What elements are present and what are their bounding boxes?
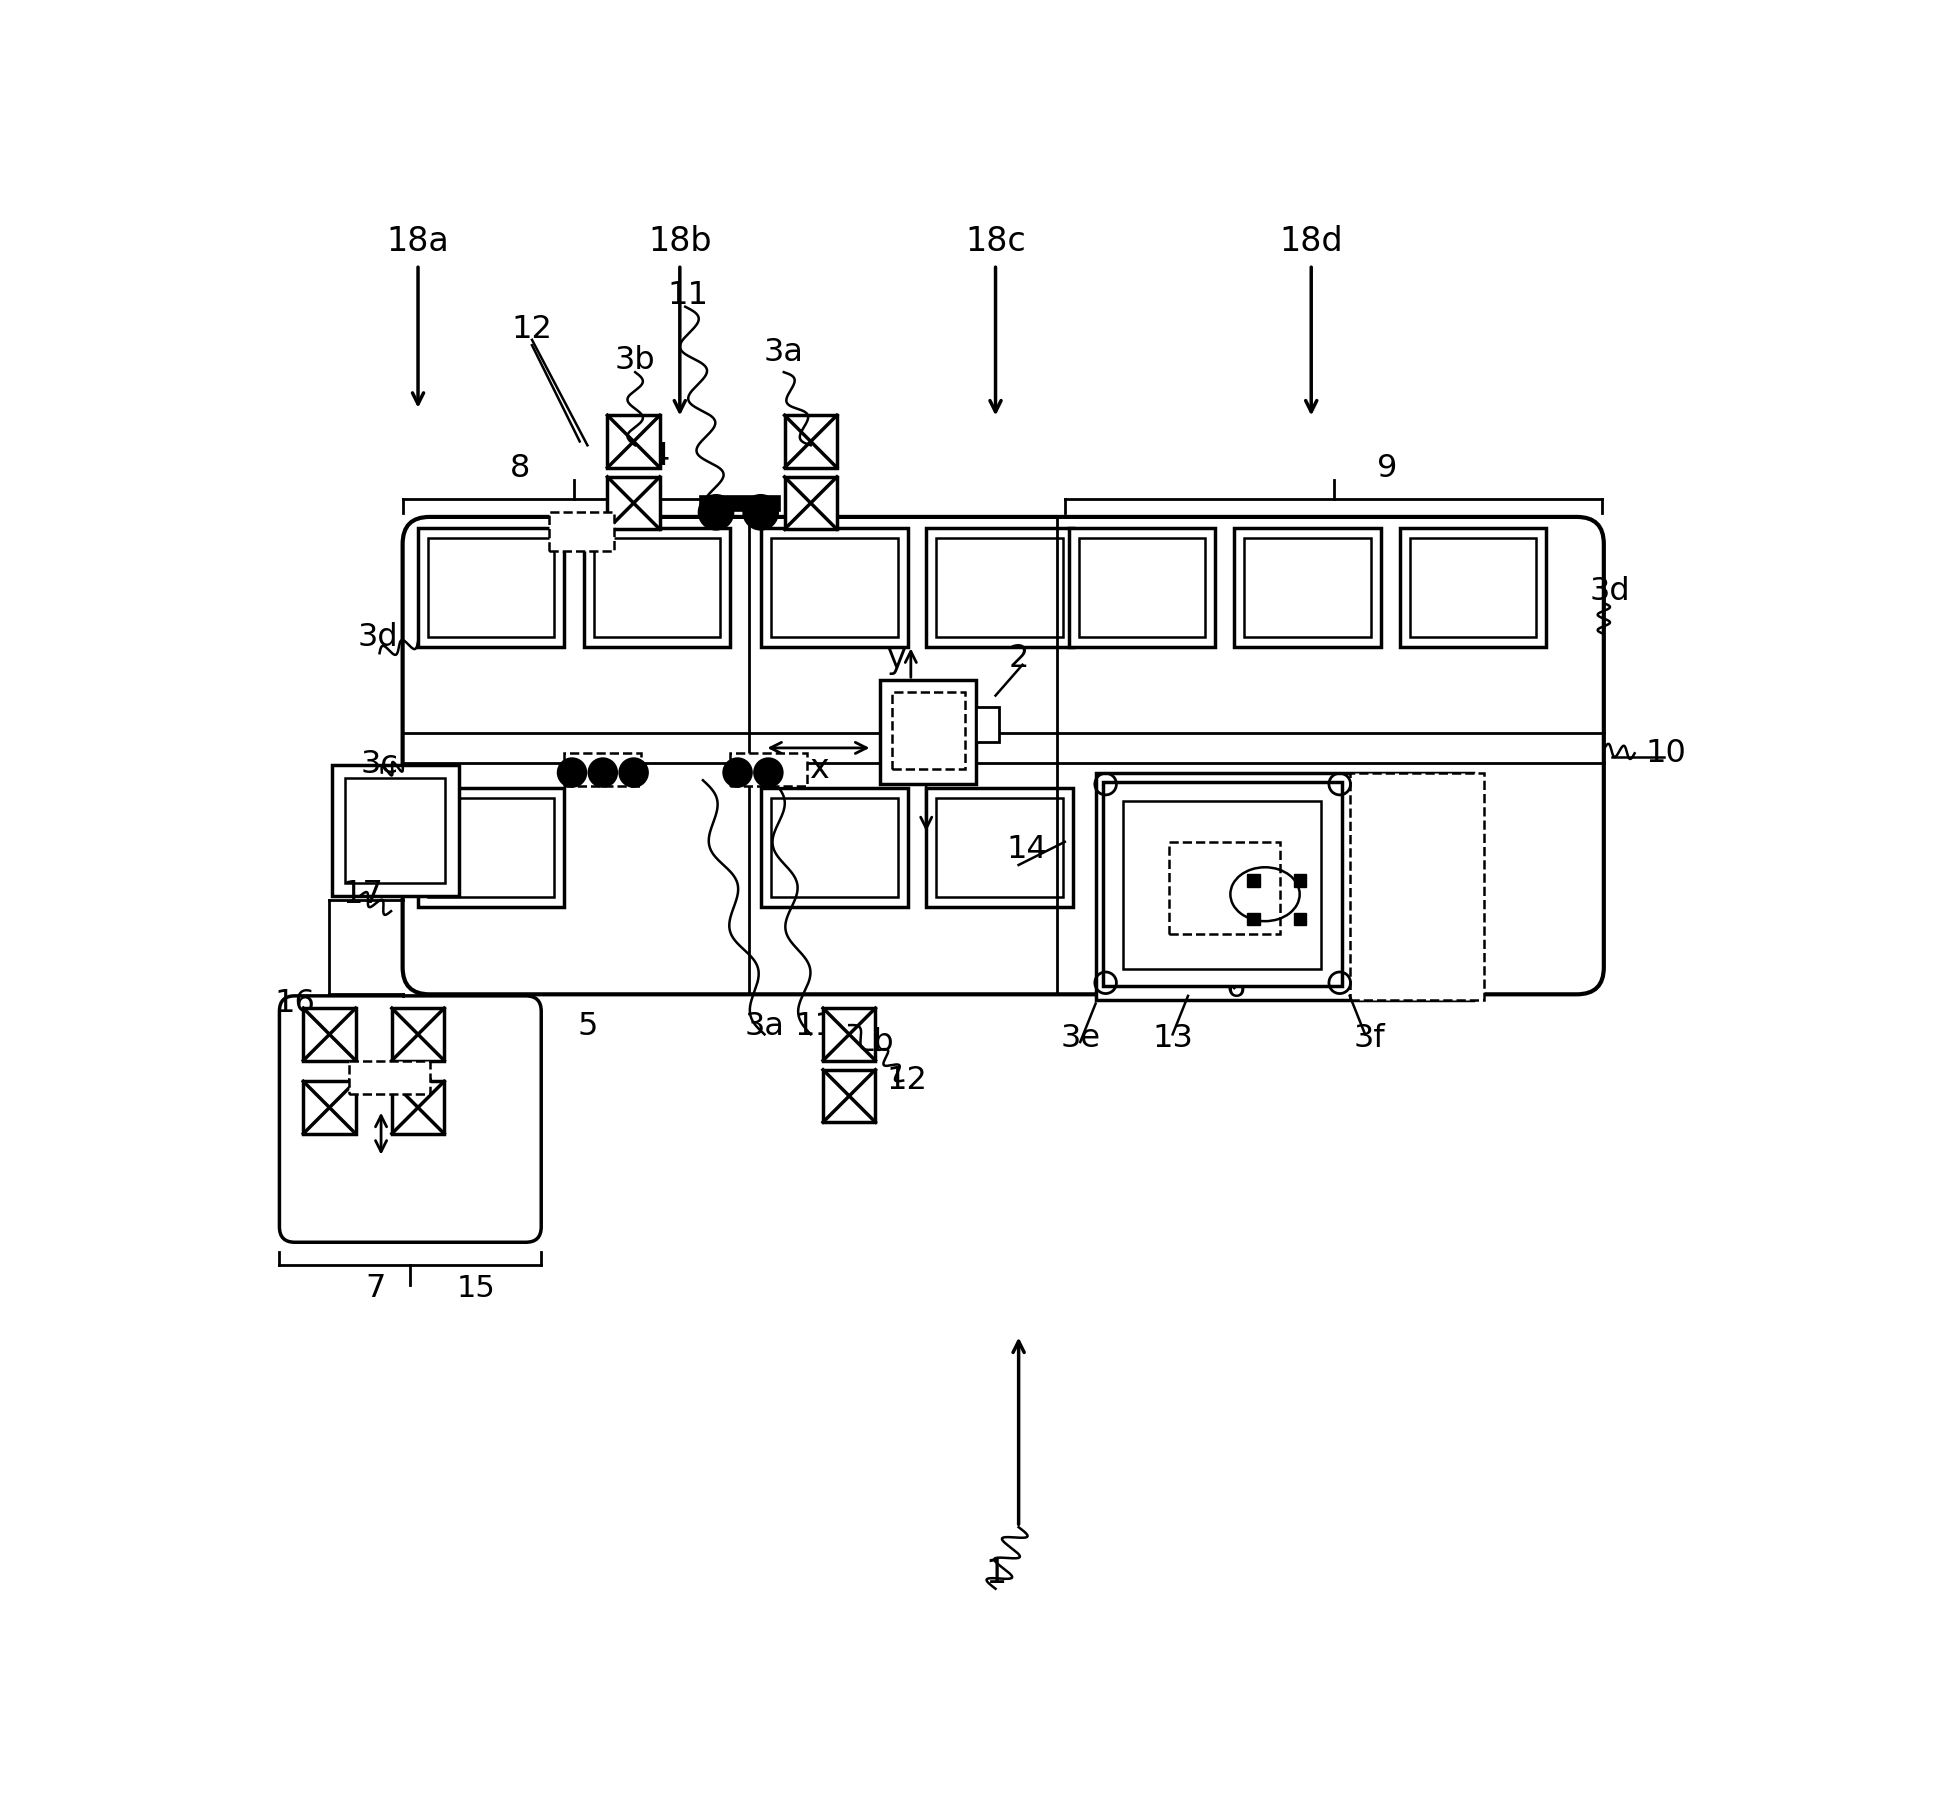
- Text: 3b: 3b: [854, 1027, 895, 1058]
- Bar: [417, 787, 564, 907]
- Bar: [332, 765, 458, 896]
- Text: 13: 13: [1152, 1024, 1193, 1054]
- Bar: [304, 1009, 355, 1060]
- Text: 11: 11: [794, 1011, 835, 1042]
- Bar: [823, 1009, 876, 1060]
- Bar: [772, 538, 897, 636]
- Bar: [608, 476, 659, 529]
- Bar: [936, 798, 1063, 898]
- Bar: [1244, 538, 1371, 636]
- Text: 3d: 3d: [1589, 576, 1630, 607]
- Bar: [1400, 527, 1546, 647]
- Bar: [550, 513, 614, 551]
- Text: 3a: 3a: [745, 1011, 784, 1042]
- Bar: [392, 1009, 445, 1060]
- Bar: [772, 798, 897, 898]
- Text: 7: 7: [365, 1273, 386, 1304]
- Bar: [891, 691, 965, 769]
- Text: 5: 5: [577, 1011, 597, 1042]
- Bar: [1293, 874, 1307, 887]
- Bar: [1248, 913, 1260, 925]
- Circle shape: [743, 494, 778, 529]
- Text: 3d: 3d: [357, 622, 398, 653]
- Bar: [564, 753, 642, 785]
- Text: 14: 14: [1006, 834, 1047, 865]
- Bar: [1349, 773, 1484, 1000]
- Bar: [1293, 913, 1307, 925]
- Circle shape: [723, 758, 751, 787]
- Bar: [729, 753, 807, 785]
- Text: 3a: 3a: [764, 338, 803, 369]
- Bar: [1069, 527, 1215, 647]
- Bar: [429, 538, 554, 636]
- FancyBboxPatch shape: [402, 516, 1603, 994]
- FancyBboxPatch shape: [279, 996, 542, 1242]
- Bar: [1410, 538, 1537, 636]
- Text: 3e: 3e: [1061, 1024, 1100, 1054]
- Bar: [784, 476, 837, 529]
- Bar: [417, 527, 564, 647]
- Bar: [1248, 874, 1260, 887]
- Text: 11: 11: [667, 280, 708, 311]
- Text: x: x: [809, 753, 829, 785]
- Bar: [760, 527, 909, 647]
- Bar: [1234, 527, 1381, 647]
- Text: 18a: 18a: [386, 225, 448, 258]
- Text: y: y: [885, 642, 905, 674]
- Text: 2: 2: [1008, 644, 1030, 674]
- Circle shape: [698, 494, 733, 529]
- Bar: [784, 415, 837, 467]
- Bar: [583, 527, 729, 647]
- Bar: [429, 798, 554, 898]
- Bar: [760, 787, 909, 907]
- Text: 10: 10: [1646, 738, 1687, 769]
- Circle shape: [558, 758, 585, 787]
- Text: 15: 15: [456, 1274, 495, 1304]
- Text: 1: 1: [985, 1556, 1006, 1591]
- Text: 3f: 3f: [1353, 1024, 1384, 1054]
- Text: 18d: 18d: [1279, 225, 1344, 258]
- Bar: [392, 1082, 445, 1134]
- Text: 6: 6: [1227, 973, 1246, 1004]
- Text: 17: 17: [341, 878, 382, 909]
- Text: 3b: 3b: [614, 345, 655, 376]
- Text: 18b: 18b: [647, 225, 712, 258]
- Bar: [349, 1062, 429, 1094]
- Circle shape: [755, 758, 782, 787]
- Bar: [926, 787, 1073, 907]
- Bar: [345, 778, 445, 884]
- Bar: [936, 538, 1063, 636]
- Bar: [1123, 802, 1322, 969]
- Text: 18c: 18c: [965, 225, 1026, 258]
- Circle shape: [589, 758, 616, 787]
- Bar: [879, 680, 977, 784]
- Bar: [977, 707, 998, 742]
- Circle shape: [620, 758, 647, 787]
- Bar: [1078, 538, 1205, 636]
- Bar: [608, 415, 659, 467]
- Bar: [1168, 842, 1281, 934]
- Text: 9: 9: [1377, 453, 1398, 484]
- Bar: [1096, 773, 1472, 1000]
- Bar: [304, 1082, 355, 1134]
- Text: 16: 16: [275, 987, 316, 1020]
- Bar: [926, 527, 1073, 647]
- Text: 8: 8: [509, 453, 530, 484]
- Bar: [823, 1069, 876, 1122]
- Text: 12: 12: [887, 1065, 928, 1096]
- Bar: [593, 538, 720, 636]
- Bar: [1104, 782, 1342, 985]
- Text: 12: 12: [511, 315, 552, 345]
- Text: 3c: 3c: [361, 749, 398, 780]
- Text: 4: 4: [649, 442, 671, 473]
